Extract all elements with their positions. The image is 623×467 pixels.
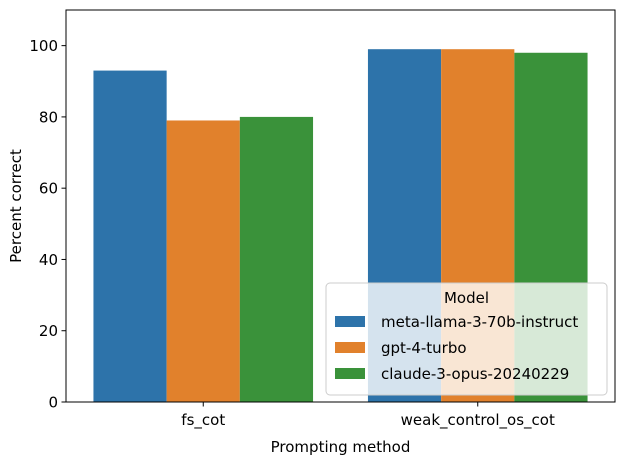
legend: Model meta-llama-3-70b-instruct gpt-4-turb… bbox=[325, 282, 608, 396]
plot-frame bbox=[65, 9, 616, 403]
ticks-layer: fs_cot weak_control_os_cot 0 20 40 60 80 100 bbox=[29, 37, 555, 430]
y-tick-label: 40 bbox=[39, 251, 58, 269]
legend-label: claude-3-opus-20240229 bbox=[381, 365, 569, 383]
y-tick-label: 80 bbox=[39, 108, 58, 126]
y-tick-label: 60 bbox=[39, 180, 58, 198]
legend-title: Model bbox=[444, 289, 489, 307]
bar-fs_cot-meta-llama-3-70b-instruct bbox=[93, 70, 167, 402]
legend-label: meta-llama-3-70b-instruct bbox=[381, 313, 578, 331]
legend-box bbox=[325, 282, 608, 396]
x-tick-label: weak_control_os_cot bbox=[401, 411, 555, 430]
x-axis-label: Prompting method bbox=[271, 438, 411, 456]
x-tick-label: fs_cot bbox=[181, 411, 225, 430]
bar-fs_cot-gpt-4-turbo bbox=[166, 120, 240, 403]
y-tick-label: 0 bbox=[48, 394, 58, 412]
legend-swatch bbox=[335, 316, 365, 327]
legend-label: gpt-4-turbo bbox=[381, 339, 467, 357]
y-tick-label: 20 bbox=[39, 322, 58, 340]
y-tick-label: 100 bbox=[29, 37, 58, 55]
legend-swatch bbox=[335, 342, 365, 353]
bar-fs_cot-claude-3-opus-20240229 bbox=[239, 116, 314, 402]
legend-swatch bbox=[335, 368, 365, 379]
y-axis-label: Percent correct bbox=[7, 149, 25, 263]
